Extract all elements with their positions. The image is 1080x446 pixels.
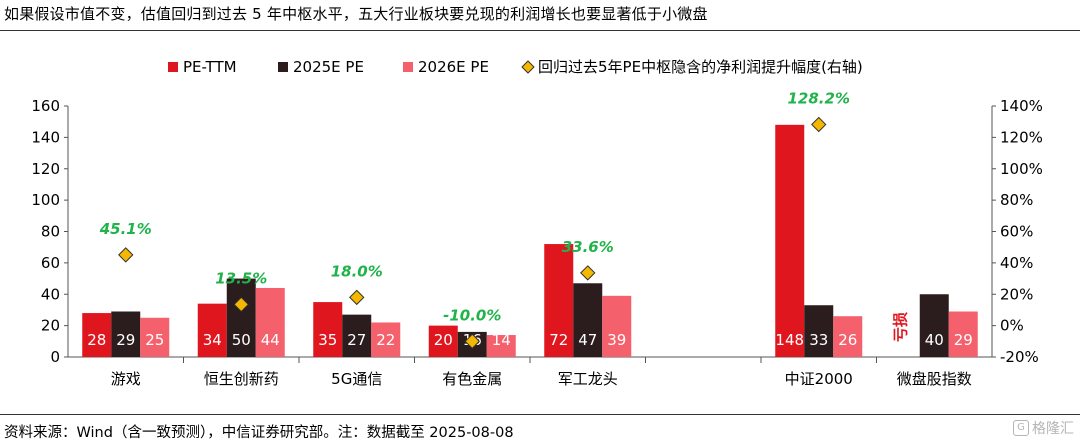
bar-2026e-pe (371, 322, 401, 357)
y-left-tick-label: 80 (41, 223, 60, 241)
y-left-tick-label: 60 (41, 254, 60, 272)
y-left-tick-label: 20 (41, 317, 60, 335)
bar-pe-ttm (313, 302, 343, 357)
bar-value-label: 50 (232, 331, 251, 349)
bar-value-label: 34 (203, 331, 222, 349)
watermark-text: 格隆汇 (1032, 421, 1074, 437)
bar-value-label: 40 (925, 331, 944, 349)
x-category-label: 军工龙头 (558, 370, 618, 388)
legend-label: 2025E PE (293, 58, 364, 76)
y-right-tick-label: 80% (1000, 191, 1033, 209)
x-category-label: 有色金属 (442, 370, 502, 388)
profit-increase-marker (233, 296, 249, 313)
y-right-tick-label: 60% (1000, 223, 1033, 241)
y-left-tick-label: 140 (31, 128, 60, 146)
profit-increase-marker (811, 116, 827, 133)
bar-value-label: 39 (607, 331, 626, 349)
bar-pe-ttm (82, 313, 112, 357)
x-category-label: 恒生创新药 (204, 370, 279, 388)
bar-2025e-pe (111, 311, 141, 357)
profit-increase-marker (349, 289, 365, 306)
bar-value-label: 33 (809, 331, 828, 349)
legend-label: 2026E PE (418, 58, 489, 76)
y-right-tick-label: 20% (1000, 285, 1033, 303)
bar-value-label: 25 (145, 331, 164, 349)
top-divider (0, 30, 1080, 31)
y-right-tick-label: 120% (1000, 128, 1043, 146)
profit-increase-marker (580, 265, 596, 281)
bar-2025e-pe (804, 305, 834, 357)
bar-pe-ttm (428, 325, 458, 357)
profit-increase-marker (118, 247, 134, 263)
bar-value-label: 22 (376, 331, 395, 349)
legend-swatch (168, 62, 178, 72)
y-left-tick-label: 0 (50, 348, 60, 366)
bar-value-label: 20 (434, 331, 453, 349)
x-category-label: 微盘股指数 (897, 370, 972, 388)
bar-value-label: 44 (261, 331, 280, 349)
bar-2026e-pe (833, 316, 863, 357)
y-left-tick-label: 160 (31, 97, 60, 115)
profit-increase-label: -10.0% (443, 306, 501, 324)
bottom-divider (0, 414, 1080, 415)
bar-value-label: 29 (116, 331, 135, 349)
y-left-tick-label: 120 (31, 160, 60, 178)
y-right-tick-label: 140% (1000, 97, 1043, 115)
profit-increase-label: 45.1% (99, 220, 152, 238)
bar-2026e-pe (948, 311, 978, 357)
legend-label: 回归过去5年PE中枢隐含的净利润提升幅度(右轴) (538, 58, 863, 76)
bar-value-label: 27 (347, 331, 366, 349)
y-right-tick-label: -20% (1000, 348, 1039, 366)
y-left-tick-label: 100 (31, 191, 60, 209)
x-category-label: 5G通信 (331, 370, 382, 388)
profit-increase-label: 13.5% (215, 269, 267, 287)
profit-increase-label: 128.2% (788, 90, 850, 108)
bar-2025e-pe (342, 314, 372, 357)
legend-label: PE-TTM (183, 58, 237, 76)
bar-2026e-pe (140, 317, 170, 357)
y-right-tick-label: 0% (1000, 317, 1024, 335)
x-category-label: 中证2000 (785, 370, 853, 388)
bar-pe-ttm (197, 303, 227, 357)
profit-increase-label: 33.6% (562, 238, 614, 256)
y-right-tick-label: 40% (1000, 254, 1033, 272)
bar-2026e-pe (486, 335, 516, 357)
loss-annotation: 亏损 (891, 312, 909, 342)
profit-increase-marker (464, 333, 480, 350)
bar-value-label: 26 (838, 331, 857, 349)
bar-value-label: 35 (318, 331, 337, 349)
bar-value-label: 29 (954, 331, 973, 349)
x-category-label: 游戏 (111, 370, 141, 388)
y-right-tick-label: 100% (1000, 160, 1043, 178)
bar-2025e-pe (226, 278, 256, 357)
bar-2025e-pe (573, 283, 603, 357)
chart-title: 如果假设市值不变，估值回归到过去 5 年中枢水平，五大行业板块要兑现的利润增长也… (4, 5, 708, 23)
bar-2025e-pe (919, 294, 949, 357)
bar-value-label: 72 (549, 331, 568, 349)
watermark: G 格隆汇 (1013, 418, 1074, 438)
bar-value-label: 14 (492, 331, 511, 349)
legend-swatch (403, 62, 413, 72)
bar-value-label: 28 (87, 331, 106, 349)
chart-area: 0 20 40 60 80 100 120 140 160 -20% 0% 20% 40% 60% 80% 1… (31, 58, 1043, 388)
bar-2026e-pe (255, 287, 285, 357)
bar-value-label: 148 (775, 331, 804, 349)
bar-2026e-pe (602, 295, 632, 357)
y-left-tick-label: 40 (41, 285, 60, 303)
bar-pe-ttm (544, 244, 574, 357)
bar-pe-ttm (775, 124, 805, 357)
watermark-logo-icon: G (1013, 420, 1029, 436)
legend-marker (521, 60, 535, 74)
source-note: 资料来源：Wind（含一致预测），中信证券研究部。注：数据截至 2025-08-… (4, 425, 514, 441)
legend-swatch (278, 62, 288, 72)
bar-value-label: 47 (578, 331, 597, 349)
profit-increase-label: 18.0% (331, 262, 383, 280)
